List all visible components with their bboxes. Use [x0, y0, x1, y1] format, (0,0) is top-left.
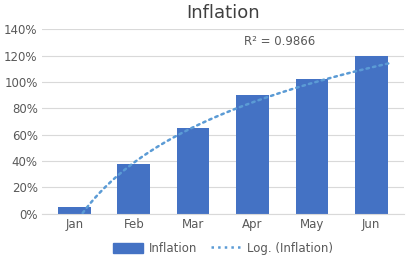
Bar	[295, 79, 328, 214]
Bar	[355, 56, 388, 214]
Bar	[118, 164, 150, 214]
Text: R² = 0.9866: R² = 0.9866	[244, 35, 315, 48]
Bar	[177, 128, 209, 214]
Legend: Inflation, Log. (Inflation): Inflation, Log. (Inflation)	[109, 237, 337, 259]
Title: Inflation: Inflation	[186, 4, 259, 22]
Bar	[58, 207, 91, 214]
Bar	[236, 95, 269, 214]
